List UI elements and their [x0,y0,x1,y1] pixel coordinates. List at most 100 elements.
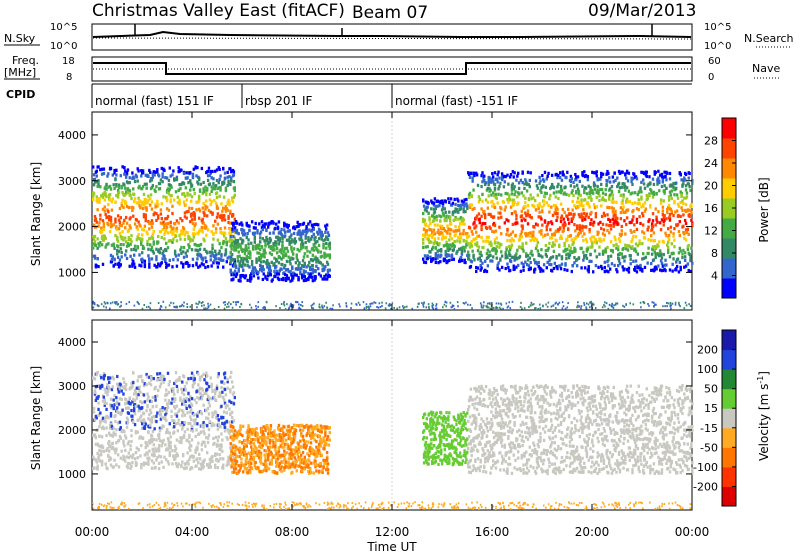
range-cell [171,204,174,208]
range-cell [640,195,643,199]
range-cell [303,252,307,256]
range-cell [597,265,600,269]
range-cell [310,275,314,279]
range-cell [664,231,667,235]
range-cell [325,241,328,246]
range-cell [536,204,540,208]
range-cell [295,225,298,229]
range-cell [688,252,691,256]
range-cell [92,194,95,198]
range-cell [183,385,187,389]
range-cell [606,228,609,233]
range-cell [161,416,164,420]
range-cell [189,171,192,175]
range-cell [174,254,178,258]
range-cell [247,255,250,260]
range-cell [594,307,597,310]
range-cell [289,270,292,274]
range-cell [567,221,571,225]
range-cell [548,197,551,201]
range-cell [112,183,115,187]
range-cell [189,376,193,380]
range-cell [667,238,671,242]
range-cell [141,258,145,263]
range-cell [423,254,427,258]
range-cell [185,210,188,214]
range-cell [641,242,644,246]
range-cell [581,224,584,228]
range-cell [558,264,562,268]
range-cell [104,462,107,466]
range-cell [440,253,443,257]
range-cell [606,245,609,250]
range-cell [222,166,225,171]
range-cell [575,200,579,204]
range-cell [537,264,540,268]
range-cell [544,249,548,253]
range-cell [536,240,540,245]
range-cell [553,261,557,265]
range-cell [520,191,523,195]
range-cell [573,204,576,208]
range-cell [265,301,268,304]
range-cell [173,249,177,253]
range-cell [135,396,139,400]
range-cell [223,226,227,230]
range-cell [428,216,431,220]
range-cell [654,303,657,306]
range-cell [140,240,143,244]
range-cell [199,462,203,466]
range-cell [301,232,305,236]
range-cell [163,237,166,241]
range-cell [93,303,96,306]
range-cell [175,414,179,418]
range-cell [245,248,248,252]
range-cell [188,433,191,437]
range-cell [667,245,670,250]
range-cell [255,257,258,261]
range-cell [592,191,595,195]
range-cell [678,301,680,304]
range-cell [266,265,269,269]
range-cell [578,305,581,308]
range-cell [155,247,158,251]
range-cell [548,241,551,245]
range-cell [157,388,160,393]
range-cell [577,200,581,204]
range-cell [591,188,594,193]
range-cell [300,304,302,307]
range-cell [218,242,221,246]
range-cell [684,172,688,177]
range-cell [546,248,549,252]
range-cell [148,221,151,225]
range-cell [93,256,97,260]
range-cell [125,171,129,175]
range-cell [587,267,590,271]
range-cell [273,269,276,274]
range-cell [685,230,689,234]
range-cell [105,401,108,406]
range-cell [198,386,202,390]
range-cell [190,248,194,252]
range-cell [402,305,404,308]
range-cell [156,372,159,376]
range-cell [182,388,186,392]
range-cell [542,184,545,189]
range-cell [672,257,675,261]
range-cell [468,245,472,249]
range-cell [475,171,478,175]
range-cell [475,214,479,218]
range-cell [537,260,540,265]
range-cell [432,217,436,221]
range-cell [159,307,161,310]
range-cell [608,267,612,271]
range-cell [171,449,174,453]
range-cell [670,196,673,201]
range-cell [467,234,471,238]
range-cell [595,241,598,245]
range-cell [439,224,442,228]
range-cell [479,302,482,305]
range-cell [667,198,671,202]
range-cell [229,228,232,232]
range-cell [647,238,650,242]
